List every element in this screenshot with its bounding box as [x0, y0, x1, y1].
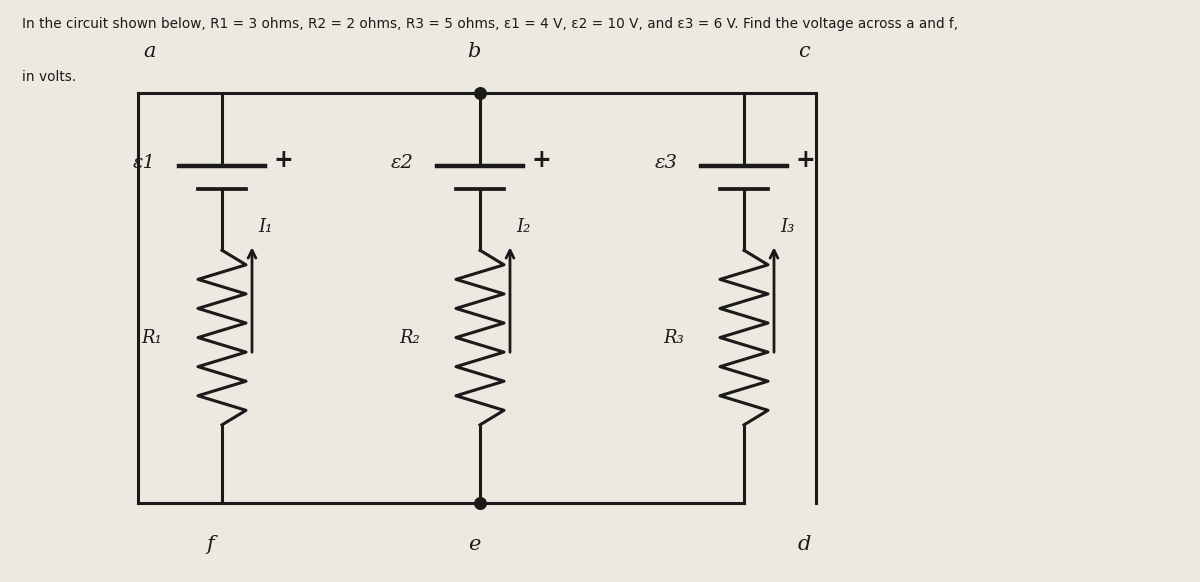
Text: +: + — [796, 148, 815, 172]
Text: In the circuit shown below, R1 = 3 ohms, R2 = 2 ohms, R3 = 5 ohms, ε1 = 4 V, ε2 : In the circuit shown below, R1 = 3 ohms,… — [22, 17, 958, 31]
Text: b: b — [467, 42, 481, 61]
Text: in volts.: in volts. — [22, 70, 76, 84]
Text: +: + — [274, 148, 293, 172]
Text: f: f — [206, 535, 214, 555]
Text: c: c — [798, 42, 810, 61]
Text: R₃: R₃ — [664, 329, 684, 346]
Text: I₃: I₃ — [780, 218, 794, 236]
Text: ε3: ε3 — [655, 154, 678, 172]
Text: d: d — [797, 535, 811, 555]
Text: I₂: I₂ — [516, 218, 530, 236]
Text: e: e — [468, 535, 480, 555]
Text: R₂: R₂ — [400, 329, 420, 346]
Point — [470, 88, 490, 98]
Point — [470, 499, 490, 508]
Text: R₁: R₁ — [142, 329, 162, 346]
Text: a: a — [144, 42, 156, 61]
Text: ε1: ε1 — [133, 154, 156, 172]
Text: ε2: ε2 — [391, 154, 414, 172]
Text: +: + — [532, 148, 551, 172]
Text: I₁: I₁ — [258, 218, 272, 236]
